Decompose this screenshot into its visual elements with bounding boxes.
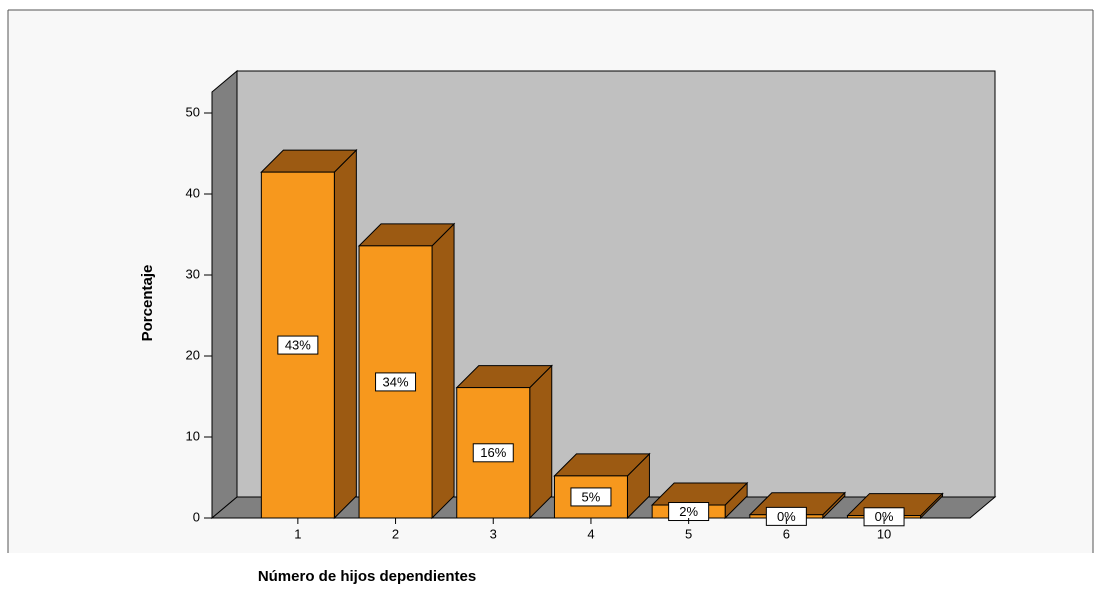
y-tick-label: 20: [186, 347, 200, 362]
bar-side: [431, 222, 455, 520]
value-label: 5%: [582, 489, 601, 504]
x-axis-title: Número de hijos dependientes: [258, 568, 476, 585]
x-tick-label: 1: [294, 526, 301, 541]
value-label-box: [863, 507, 905, 527]
y-tick-label: 0: [193, 509, 200, 524]
value-label: 16%: [480, 445, 506, 460]
y-tick-label: 10: [186, 428, 200, 443]
x-tick-label: 6: [783, 526, 790, 541]
value-label: 2%: [679, 504, 698, 519]
x-tick-label: 4: [587, 526, 594, 541]
bar-side: [333, 148, 357, 520]
x-tick-label: 10: [877, 526, 891, 541]
y-tick-label: 50: [186, 104, 200, 119]
value-label-box: [472, 443, 514, 463]
value-label-box: [277, 335, 319, 355]
value-label-box: [375, 372, 417, 392]
y-tick-label: 30: [186, 266, 200, 281]
side-wall: [211, 69, 238, 520]
x-tick-label: 2: [392, 526, 399, 541]
bar-side: [529, 364, 553, 520]
value-label: 43%: [285, 338, 311, 353]
value-label: 34%: [383, 374, 409, 389]
x-tick-label: 5: [685, 526, 692, 541]
y-axis-title: Porcentaje: [139, 265, 156, 342]
y-tick-label: 40: [186, 185, 200, 200]
x-tick-label: 3: [490, 526, 497, 541]
value-label: 0%: [777, 509, 796, 524]
value-label-box: [570, 487, 612, 507]
value-label: 0%: [875, 509, 894, 524]
value-label-box: [765, 506, 807, 526]
